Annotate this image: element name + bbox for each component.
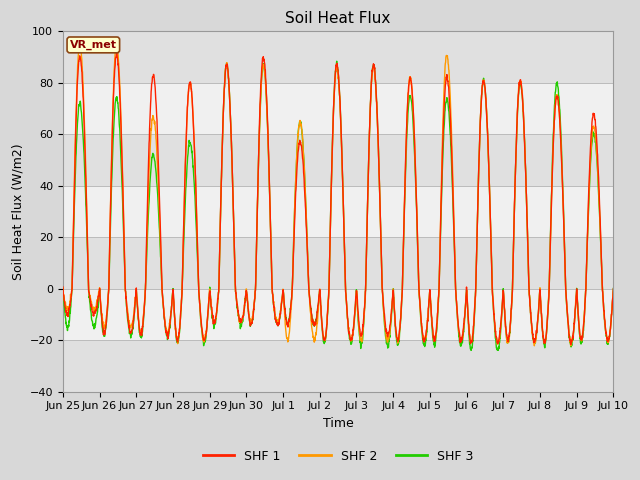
Bar [63,32,613,83]
SHF 2 [213,309,221,314]
SHF 3 [561,269,569,275]
SHF 2 [561,261,569,267]
SHF 1 [113,50,120,56]
SHF 2 [59,285,67,290]
X-axis label: Time: Time [323,417,353,430]
SHF 3 [333,59,340,64]
SHF 1 [366,108,374,114]
Y-axis label: Soil Heat Flux (W/m2): Soil Heat Flux (W/m2) [11,143,24,280]
SHF 2 [567,343,575,348]
Line: SHF 3: SHF 3 [63,61,613,350]
SHF 1 [561,262,569,268]
SHF 3 [609,286,617,291]
SHF 1 [567,342,575,348]
SHF 2 [366,108,374,114]
Bar [63,186,613,237]
SHF 3 [59,286,67,292]
Bar [63,340,613,392]
SHF 1 [577,334,584,340]
SHF 3 [577,340,584,346]
SHF 2 [609,288,617,293]
SHF 1 [499,303,506,309]
Line: SHF 2: SHF 2 [63,42,613,346]
SHF 2 [577,336,584,341]
SHF 2 [499,303,506,309]
Legend: SHF 1, SHF 2, SHF 3: SHF 1, SHF 2, SHF 3 [198,444,478,468]
Line: SHF 1: SHF 1 [63,53,613,345]
Bar [63,83,613,134]
Bar [63,134,613,186]
SHF 1 [609,286,617,292]
SHF 3 [467,348,475,353]
SHF 1 [213,310,221,315]
Bar [63,237,613,288]
Title: Soil Heat Flux: Soil Heat Flux [285,11,391,26]
Bar [63,288,613,340]
SHF 2 [76,39,84,45]
SHF 1 [59,284,67,290]
SHF 3 [366,109,374,115]
SHF 3 [355,318,362,324]
SHF 2 [355,310,362,315]
SHF 3 [499,300,506,306]
SHF 3 [212,313,220,319]
Text: VR_met: VR_met [70,40,117,50]
SHF 1 [355,309,362,315]
